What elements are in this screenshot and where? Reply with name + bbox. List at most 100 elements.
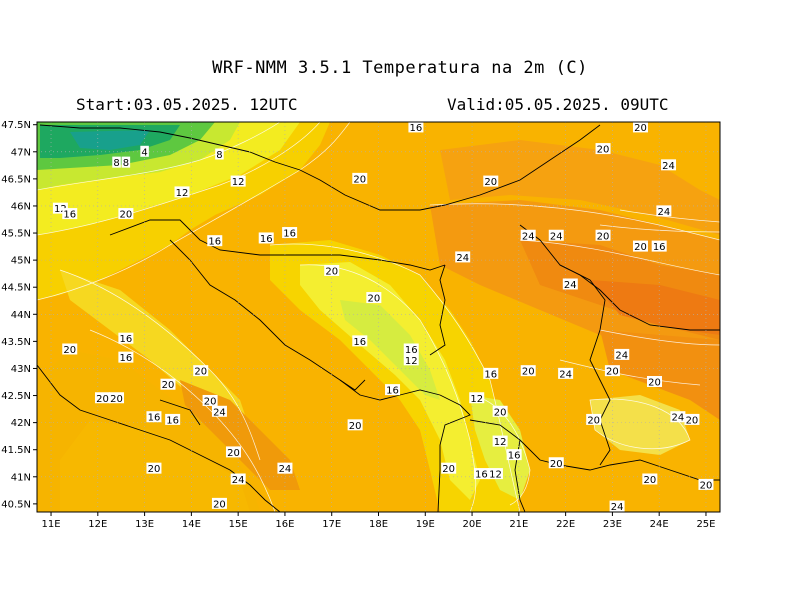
contour-label-bg [211, 405, 227, 417]
contour-label-text: 20 [494, 407, 507, 418]
contour-label-text: 20 [700, 480, 713, 491]
contour-label: 12 [230, 175, 246, 188]
contour-label-text: 20 [367, 294, 380, 305]
contour-label-text: 16 [405, 345, 418, 356]
contour-label-bg [614, 348, 630, 360]
contour-label: 24 [277, 462, 293, 475]
lat-tick-label: 47N [11, 147, 31, 158]
contour-label-text: 8 [113, 158, 119, 169]
lat-tick-label: 43N [11, 364, 31, 375]
start-time: Start:03.05.2025. 12UTC [76, 95, 298, 114]
contour-label-text: 20 [587, 415, 600, 426]
contour-label-text: 16 [508, 451, 521, 462]
contour-label-text: 16 [166, 415, 179, 426]
lat-tick-label: 44.5N [1, 283, 31, 294]
contour-label: 20 [193, 365, 209, 378]
lon-axis: 11E 12E 13E 14E 15E 16E 17E 18E 19E 20E 21E 22E 23E 2… [42, 512, 715, 530]
contour-label-bg [52, 202, 68, 214]
contour-label-bg [455, 251, 471, 263]
contour-label: 12 [174, 186, 190, 199]
contour-label: 16 [483, 367, 499, 380]
lon-tick-label: 20E [463, 519, 482, 530]
contour-label-text: 20 [442, 464, 455, 475]
contour-label-text: 20 [648, 378, 661, 389]
contour-label: 20 [642, 473, 658, 486]
contour-label: 12 [52, 202, 68, 215]
contour-label-bg [207, 235, 223, 247]
lon-tick-label: 21E [509, 519, 528, 530]
contour-label-bg [347, 419, 363, 431]
contour-label-bg [62, 208, 78, 220]
contour-label: 24 [614, 348, 630, 361]
contour-label-bg [160, 378, 176, 390]
contour-label: 20 [684, 413, 700, 426]
contour-label: 24 [609, 500, 625, 513]
contour-label-bg [595, 229, 611, 241]
lon-tick-label: 25E [696, 519, 715, 530]
contour-label-text: 20 [597, 145, 610, 156]
contour-label-bg [403, 354, 419, 366]
contour-label: 16 [258, 232, 274, 245]
contour-label: 24 [230, 473, 246, 486]
contour-label-text: 24 [611, 502, 624, 513]
contour-label-bg [656, 205, 672, 217]
contour-label-bg [352, 172, 368, 184]
contour-label-text: 4 [141, 147, 147, 158]
contour-label-bg [473, 468, 489, 480]
contour-label-bg [385, 384, 401, 396]
valid-time: Valid:05.05.2025. 09UTC [447, 95, 669, 114]
contour-label-bg [94, 392, 110, 404]
contour-label-text: 24 [522, 231, 535, 242]
contour-label-bg [403, 343, 419, 355]
contour-label-text: 12 [494, 437, 507, 448]
contour-label-bg [483, 175, 499, 187]
lat-tick-label: 43.5N [1, 337, 31, 348]
contour-label-bg [165, 413, 181, 425]
contour-label-bg [441, 462, 457, 474]
contour-label: 20 [632, 240, 648, 253]
contour-label: 24 [211, 405, 227, 418]
lat-tick-label: 40.5N [1, 499, 31, 510]
contour-label-text: 20 [686, 415, 699, 426]
lat-tick-label: 45N [11, 256, 31, 267]
contour-label-text: 20 [194, 367, 207, 378]
contour-label-text: 24 [657, 207, 670, 218]
contour-label: 24 [562, 278, 578, 291]
contour-label-bg [604, 365, 620, 377]
contour-label-text: 24 [615, 350, 628, 361]
contour-label-text: 24 [662, 161, 675, 172]
contour-label-text: 24 [279, 464, 292, 475]
contour-label: 16 [207, 235, 223, 248]
contour-label-text: 12 [54, 204, 67, 215]
contour-label-bg [609, 500, 625, 512]
contour-label-bg [520, 229, 536, 241]
contour-label-text: 20 [634, 242, 647, 253]
contour-label-bg [118, 208, 134, 220]
contour-label-bg [647, 376, 663, 387]
contour-label-bg [211, 497, 227, 509]
temperature-field [37, 122, 720, 512]
contour-label: 20 [225, 446, 241, 459]
contour-label: 20 [94, 392, 110, 405]
contour-label-text: 16 [283, 229, 296, 240]
contour-label-bg [118, 332, 134, 344]
contour-label-text: 20 [213, 499, 226, 510]
contour-label-bg [661, 159, 677, 171]
contour-label-bg [487, 468, 503, 480]
lon-tick-label: 24E [650, 519, 669, 530]
contour-label: 20 [647, 376, 663, 389]
lat-tick-label: 42N [11, 418, 31, 429]
contour-label-text: 12 [405, 356, 418, 367]
lat-tick-label: 41N [11, 472, 31, 483]
contour-label-text: 20 [353, 174, 366, 185]
contour-label-text: 16 [120, 353, 133, 364]
lat-tick-label: 46N [11, 201, 31, 212]
contour-label-bg [558, 367, 574, 379]
contour-label-text: 24 [213, 407, 226, 418]
contour-label-text: 20 [162, 380, 175, 391]
contour-label-bg [586, 413, 602, 425]
contour-label-bg [258, 232, 274, 244]
contour-label-bg [215, 148, 224, 160]
lat-tick-label: 45.5N [1, 229, 31, 240]
